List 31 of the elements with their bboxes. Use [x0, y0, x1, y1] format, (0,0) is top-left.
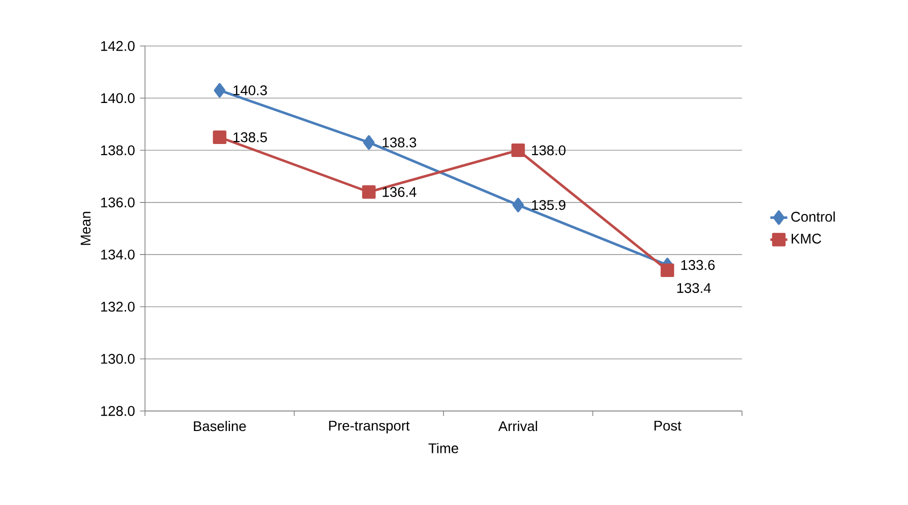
point — [363, 135, 375, 150]
data-label: 140.3 — [234, 85, 267, 96]
y-axis-title: Mean — [80, 212, 91, 245]
data-label: 138.5 — [234, 132, 267, 142]
y-tick-label: 128.0 — [101, 406, 135, 416]
y-tick-label: 138.0 — [101, 145, 135, 156]
data-label: 138.0 — [532, 145, 566, 156]
point — [660, 263, 674, 277]
data-label: 136.4 — [382, 187, 416, 197]
y-tick-label: 142.0 — [101, 41, 135, 51]
legend-label: Control — [791, 211, 835, 222]
point — [511, 144, 525, 158]
point — [512, 198, 524, 212]
y-tick-label: 136.0 — [101, 197, 135, 208]
y-tick-label: 130.0 — [101, 354, 135, 364]
point — [212, 130, 226, 144]
x-tick-label: Arrival — [498, 420, 538, 432]
point — [214, 83, 226, 98]
point — [362, 185, 376, 199]
x-axis-title: Time — [428, 442, 458, 454]
data-label: 133.6 — [681, 260, 715, 270]
y-tick-label: 134.0 — [101, 250, 135, 260]
y-tick-label: 132.0 — [101, 302, 135, 312]
data-label: 135.9 — [532, 200, 566, 210]
legend-label: KMC — [792, 234, 822, 244]
x-tick-label: Baseline — [194, 420, 246, 432]
x-tick-label: Pre-transport — [329, 420, 410, 434]
x-tick-label: Post — [654, 420, 682, 431]
data-label: 138.3 — [382, 138, 416, 148]
data-label: 133.4 — [677, 283, 711, 293]
y-tick-label: 140.0 — [101, 93, 135, 104]
